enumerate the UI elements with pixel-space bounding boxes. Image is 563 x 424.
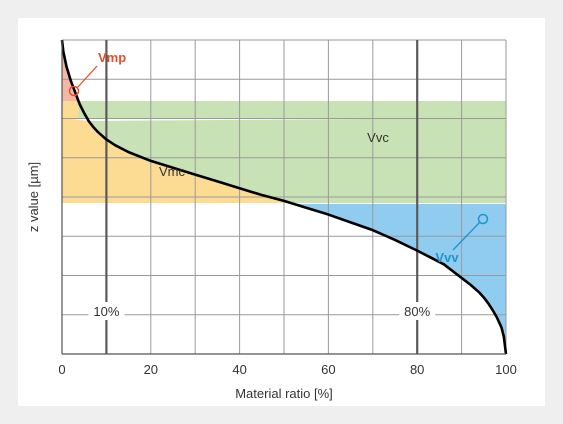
- vvv-marker: [477, 213, 489, 225]
- x-axis-title: Material ratio [%]: [235, 386, 333, 401]
- vmc-label: Vmc: [159, 164, 186, 179]
- chart-card: 10% 80% Vmp Vvc Vmc Vvv 0 20 40 60 80 100 Material…: [18, 18, 545, 406]
- vmp-leader: [76, 65, 98, 89]
- x-tick-label: 0: [58, 362, 65, 377]
- vmp-marker: [68, 85, 80, 97]
- vvv-region: [294, 204, 506, 354]
- vmp-label: Vmp: [98, 50, 126, 65]
- x-tick-label: 80: [410, 362, 424, 377]
- vvc-label: Vvc: [367, 130, 389, 145]
- threshold-label-bg: [399, 302, 436, 320]
- material-ratio-chart: 10% 80% Vmp Vvc Vmc Vvv 0 20 40 60 80 100 Material…: [26, 39, 517, 401]
- x-tick-label: 20: [144, 362, 158, 377]
- material-ratio-curve: [60, 39, 508, 355]
- y-axis-title: z value [µm]: [26, 162, 41, 232]
- vvc-region: [88, 118, 506, 203]
- vmc-region: [62, 118, 291, 203]
- x-tick-label: 100: [495, 362, 517, 377]
- vvv-label: Vvv: [435, 250, 459, 265]
- x-tick-label: 40: [232, 362, 246, 377]
- vvc-region-top: [78, 101, 506, 118]
- vmp-region: [62, 40, 79, 101]
- vvv-leader: [452, 221, 481, 251]
- x-tick-label: 60: [321, 362, 335, 377]
- vmc-region-top: [62, 101, 79, 118]
- threshold-label-bg: [88, 302, 125, 320]
- threshold-label: 10%: [93, 304, 119, 319]
- threshold-label: 80%: [404, 304, 430, 319]
